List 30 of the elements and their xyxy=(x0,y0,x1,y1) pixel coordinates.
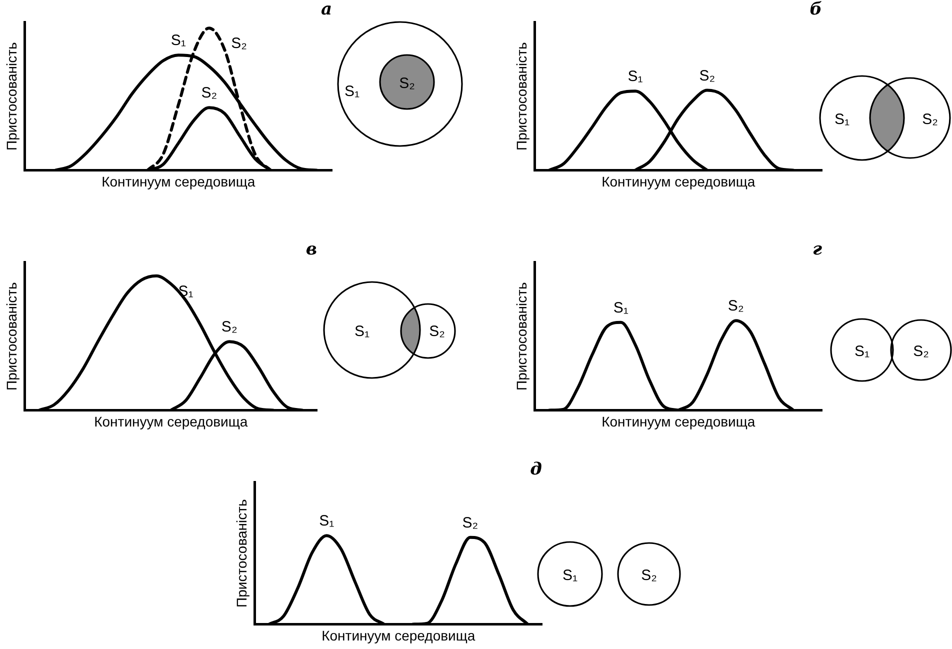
overlapping-circles-diagram: S₁ S₂ xyxy=(819,75,951,161)
chart-title: в xyxy=(306,240,317,260)
series-label: S₂ xyxy=(728,298,744,315)
series-label: S₂ xyxy=(462,514,478,532)
overlapping-circles-diagram: S₁ S₂ xyxy=(537,541,681,607)
chart-title: г xyxy=(812,240,822,260)
x-axis-title: Континуум середовища xyxy=(602,413,756,430)
chart-title: а xyxy=(320,0,332,20)
series-label: S₁ xyxy=(319,512,334,530)
series-label: S₁ xyxy=(628,68,643,86)
series-label: S₁ xyxy=(613,299,628,316)
overlapping-circles-diagram: S₁ S₂ xyxy=(337,21,463,147)
x-axis-title: Континуум середовища xyxy=(322,627,476,644)
series-label: S₂ xyxy=(699,67,716,84)
y-axis-title: Пристосованість xyxy=(3,42,20,150)
x-axis-title: Континуум середовища xyxy=(602,173,756,190)
chart-title: д xyxy=(530,460,542,480)
overlapping-circles-diagram: S₁ S₂ xyxy=(830,318,952,382)
chart-title: б xyxy=(810,0,822,20)
overlapping-circles-diagram: S₁ S₂ xyxy=(323,281,456,379)
series-label: S₁ xyxy=(170,32,186,50)
x-axis-title: Континуум середовища xyxy=(102,173,256,190)
x-axis-title: Континуум середовища xyxy=(94,413,248,430)
series-label: S₂ xyxy=(201,84,218,102)
y-axis-title: Пристосованість xyxy=(233,499,250,608)
series-label: S₂ xyxy=(221,318,238,336)
y-axis-title: Пристосованість xyxy=(513,42,530,150)
series-label: S₂ xyxy=(231,35,248,52)
y-axis-title: Пристосованість xyxy=(513,282,530,390)
y-axis-title: Пристосованість xyxy=(3,282,20,390)
